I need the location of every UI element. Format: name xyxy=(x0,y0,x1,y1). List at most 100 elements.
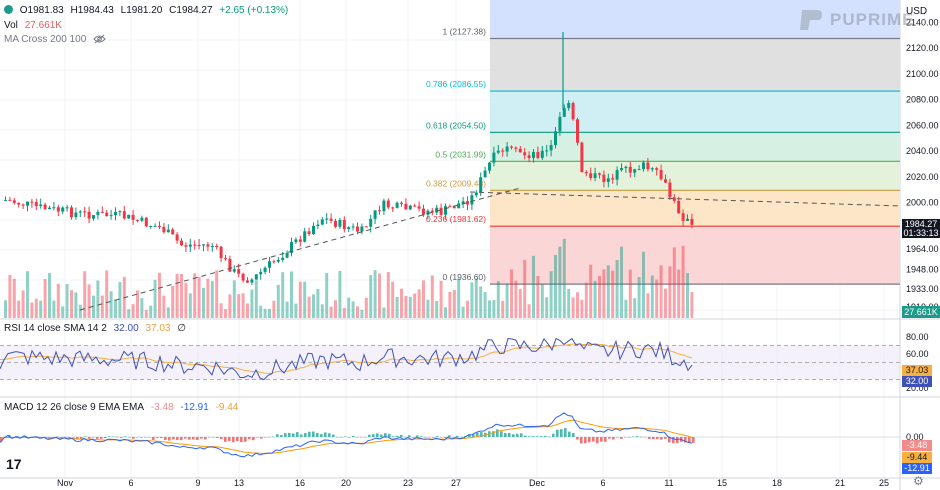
candle-body xyxy=(404,203,408,210)
fib-band-0.382 xyxy=(490,190,900,227)
candle-body xyxy=(615,170,619,180)
candle-body xyxy=(580,142,584,173)
candle-body xyxy=(413,205,417,207)
currency-label[interactable]: USD xyxy=(906,6,928,17)
volume-bar xyxy=(237,294,241,318)
volume-bar xyxy=(408,296,412,318)
volume-bar xyxy=(303,281,307,318)
volume-bar xyxy=(580,299,584,318)
macd-hist-bar xyxy=(184,437,187,439)
time-tick-label: 9 xyxy=(195,478,200,488)
volume-bar xyxy=(452,290,456,318)
volume-bar xyxy=(39,300,43,318)
tradingview-logo[interactable]: 17 xyxy=(6,456,22,472)
macd-hist-bar xyxy=(444,437,447,438)
settings-gear-icon[interactable]: ⚙ xyxy=(913,474,924,488)
fib-label-0.618: 0.618 (2054.50) xyxy=(426,120,486,130)
rsi-sma-value: 37.03 xyxy=(145,323,171,334)
ohlc-high: H1984.43 xyxy=(70,5,114,16)
volume-bar xyxy=(422,280,425,318)
trend-line xyxy=(79,187,521,311)
macd-hist-bar xyxy=(332,434,335,437)
macd-hist-bar xyxy=(500,431,503,437)
volume-bar xyxy=(659,265,663,318)
volume-bar xyxy=(492,300,496,318)
candle-body xyxy=(650,168,654,170)
candle-body xyxy=(202,244,205,246)
macd-value: -12.91 xyxy=(180,402,209,413)
volume-bar xyxy=(294,303,298,318)
macd-hist-bar xyxy=(192,437,195,440)
macd-hist-bar xyxy=(632,436,635,438)
candle-body xyxy=(162,226,166,233)
candle-body xyxy=(527,155,531,159)
candle-body xyxy=(215,245,219,247)
volume-bar xyxy=(430,275,434,318)
volume-bar xyxy=(52,300,56,318)
candle-body xyxy=(466,201,469,205)
macd-hist-bar xyxy=(272,436,275,438)
volume-bar xyxy=(576,292,579,318)
macd-hist-bar xyxy=(68,437,71,438)
macd-hist-bar xyxy=(636,436,639,437)
volume-bar xyxy=(514,280,518,318)
volume-bar xyxy=(171,285,175,318)
time-tick-label: Nov xyxy=(57,478,74,488)
volume-bar xyxy=(26,271,29,318)
rsi-value: 32.00 xyxy=(113,323,139,334)
macd-hist-bar xyxy=(0,437,3,442)
volume-bar xyxy=(540,284,544,318)
candle-body xyxy=(457,203,461,209)
volume-bar xyxy=(307,296,311,318)
macd-hist-bar xyxy=(608,437,611,439)
rsi-label: RSI 14 close SMA 14 2 xyxy=(4,323,107,334)
candle-body xyxy=(373,210,377,219)
eye-hidden-icon[interactable] xyxy=(93,34,106,47)
macd-hist-bar xyxy=(248,437,251,440)
ma-legend[interactable]: MA Cross 200 100 xyxy=(4,34,110,47)
volume-bar xyxy=(61,306,65,318)
volume-bar xyxy=(549,271,553,318)
macd-legend[interactable]: MACD 12 26 close 9 EMA EMA -3.48 -12.91 … xyxy=(4,402,242,413)
candle-body xyxy=(290,242,293,253)
macd-hist-bar xyxy=(316,433,319,437)
macd-hist-bar xyxy=(112,436,115,438)
candle-body xyxy=(426,210,430,215)
macd-hist-bar xyxy=(340,436,343,438)
macd-hist-bar xyxy=(548,436,551,438)
volume-bar xyxy=(650,275,654,318)
volume-bar xyxy=(483,292,487,318)
candle-body xyxy=(285,252,289,258)
candle-body xyxy=(52,207,56,209)
rsi-tick-label: 80.00 xyxy=(906,332,929,342)
macd-hist-bar xyxy=(168,437,171,441)
volume-bar xyxy=(241,293,245,318)
volume-bar xyxy=(92,295,95,318)
candle-body xyxy=(241,273,245,281)
volume-bar xyxy=(34,298,38,318)
candle-body xyxy=(417,206,421,209)
rsi-legend[interactable]: RSI 14 close SMA 14 2 32.00 37.03 ∅ xyxy=(4,323,190,334)
volume-bar xyxy=(17,300,21,318)
candle-body xyxy=(576,119,579,143)
macd-hist-bar xyxy=(404,436,407,438)
candle-body xyxy=(276,259,280,262)
macd-hist-bar xyxy=(596,437,599,444)
volume-bar xyxy=(109,291,113,318)
time-tick-label: 18 xyxy=(772,478,782,488)
candle-body xyxy=(78,211,82,213)
macd-hist-bar xyxy=(52,437,55,438)
macd-hist-bar xyxy=(428,437,431,438)
volume-legend[interactable]: Vol 27.661K xyxy=(4,20,66,31)
candle-body xyxy=(589,173,593,179)
candle-body xyxy=(329,218,333,221)
volume-bar xyxy=(162,295,166,318)
macd-hist-bar xyxy=(412,437,415,438)
macd-hist-bar xyxy=(256,437,259,438)
candle-body xyxy=(347,227,351,230)
volume-bar xyxy=(624,299,628,318)
fib-band-0.236 xyxy=(490,226,900,285)
ohlc-change: +2.65 (+0.13%) xyxy=(219,5,289,16)
